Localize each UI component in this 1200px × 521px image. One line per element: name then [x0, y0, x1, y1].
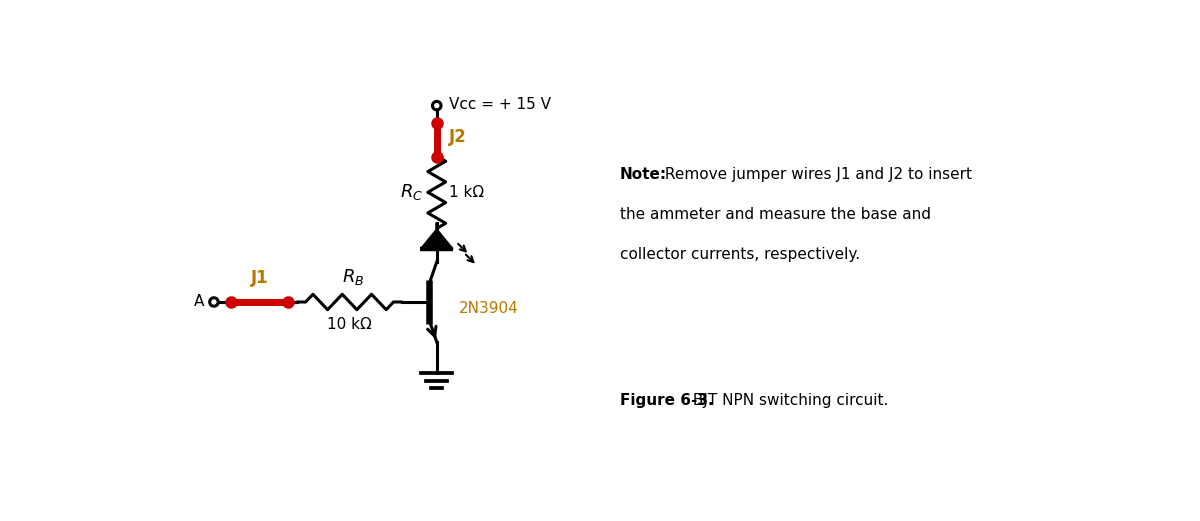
Text: Remove jumper wires J1 and J2 to insert: Remove jumper wires J1 and J2 to insert: [660, 167, 972, 182]
Text: $R_B$: $R_B$: [342, 267, 365, 287]
Text: A: A: [194, 294, 205, 309]
Text: Vcc = + 15 V: Vcc = + 15 V: [449, 97, 551, 113]
Text: Note:: Note:: [619, 167, 667, 182]
Text: Figure 6-3.: Figure 6-3.: [619, 393, 713, 408]
Text: J1: J1: [251, 269, 269, 287]
Text: BJT NPN switching circuit.: BJT NPN switching circuit.: [688, 393, 888, 408]
Text: 1 kΩ: 1 kΩ: [449, 185, 485, 200]
Text: 2N3904: 2N3904: [458, 301, 518, 316]
Text: $R_C$: $R_C$: [401, 182, 424, 202]
Text: 10 kΩ: 10 kΩ: [328, 317, 372, 332]
Text: J2: J2: [449, 128, 467, 146]
Text: collector currents, respectively.: collector currents, respectively.: [619, 247, 859, 262]
Polygon shape: [420, 229, 454, 249]
Text: the ammeter and measure the base and: the ammeter and measure the base and: [619, 207, 931, 222]
